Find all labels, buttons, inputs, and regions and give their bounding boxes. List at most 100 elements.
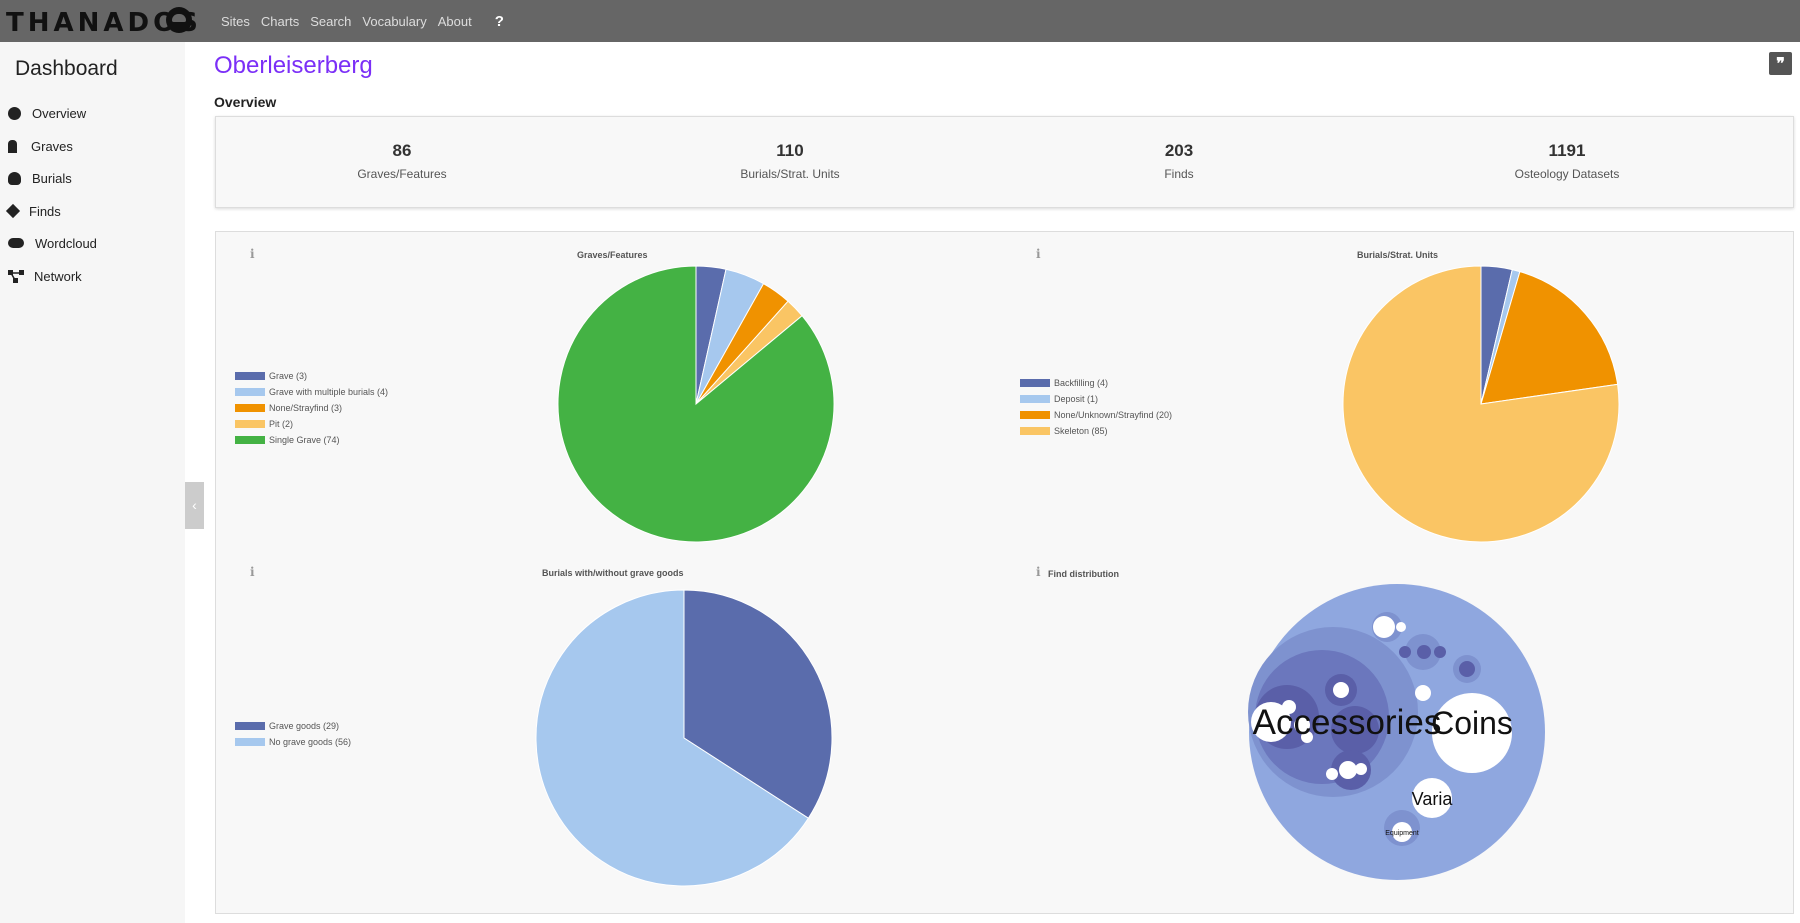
- pie-slice-skeleton[interactable]: [1342, 265, 1620, 543]
- legend-item[interactable]: Grave (3): [235, 368, 388, 384]
- legend-item[interactable]: No grave goods (56): [235, 734, 351, 750]
- pie-slice-no-grave-goods[interactable]: [535, 589, 810, 887]
- stat-label: Osteology Datasets: [1514, 167, 1620, 181]
- stat-burials: 110 Burials/Strat. Units: [650, 141, 930, 181]
- legend-item[interactable]: None/Unknown/Strayfind (20): [1020, 407, 1172, 423]
- sidebar-item-label: Graves: [31, 138, 73, 154]
- bubble-leaf[interactable]: [1417, 645, 1431, 659]
- bubble-leaf[interactable]: [1459, 661, 1475, 677]
- sidebar: Dashboard Overview Graves Burials Finds …: [0, 42, 185, 923]
- grave-icon: [8, 139, 17, 153]
- legend-swatch: [1020, 411, 1050, 419]
- sidebar-item-burials[interactable]: Burials: [8, 168, 72, 188]
- nav-search[interactable]: Search: [310, 13, 352, 29]
- legend-item[interactable]: Grave with multiple burials (4): [235, 384, 388, 400]
- legend-label: None/Strayfind (3): [269, 403, 343, 413]
- legend-label: Grave with multiple burials (4): [269, 387, 389, 397]
- stat-osteology: 1191 Osteology Datasets: [1427, 141, 1707, 181]
- nav-vocabulary[interactable]: Vocabulary: [362, 13, 427, 29]
- chart-legend: Backfilling (4) Deposit (1) None/Unknown/S…: [1020, 375, 1172, 439]
- legend-label: Deposit (1): [1054, 394, 1099, 404]
- nav-charts[interactable]: Charts: [260, 13, 300, 29]
- bubble-leaf[interactable]: [1333, 682, 1349, 698]
- bubble-label-equipment: Equipment: [1385, 830, 1419, 837]
- pie-slice-single-grave[interactable]: [557, 265, 835, 543]
- info-icon[interactable]: i: [250, 565, 255, 579]
- sidebar-collapse-button[interactable]: ‹: [185, 482, 204, 529]
- chart-title: Graves/Features: [577, 250, 648, 260]
- burials-pie-chart: [1342, 265, 1620, 543]
- page-title[interactable]: Oberleiserberg: [214, 52, 373, 79]
- legend-swatch: [235, 436, 265, 444]
- sidebar-item-label: Finds: [29, 203, 61, 219]
- skull-logo-icon: [166, 7, 192, 33]
- stat-value: 86: [392, 141, 412, 160]
- bubble-leaf[interactable]: [1415, 685, 1431, 701]
- bubble-leaf[interactable]: [1326, 768, 1338, 780]
- bubble-leaf[interactable]: [1396, 622, 1406, 632]
- sidebar-item-label: Overview: [32, 105, 87, 121]
- bubble-coins[interactable]: [1432, 693, 1512, 773]
- bubble-label-varia: Varia: [1412, 789, 1454, 809]
- bubble-leaf[interactable]: [1355, 763, 1367, 775]
- bubble-leaf[interactable]: [1373, 616, 1395, 638]
- chart-legend: Grave goods (29) No grave goods (56): [235, 718, 351, 750]
- legend-label: Single Grave (74): [269, 435, 340, 445]
- stat-label: Finds: [1164, 167, 1194, 181]
- section-heading: Overview: [214, 94, 277, 110]
- bubble-leaf[interactable]: [1434, 646, 1446, 658]
- diamond-icon: [5, 203, 21, 219]
- bubble-leaf[interactable]: [1339, 761, 1357, 779]
- legend-swatch: [235, 372, 265, 380]
- graves-pie-chart: [557, 265, 835, 543]
- legend-item[interactable]: Single Grave (74): [235, 432, 388, 448]
- logo[interactable]: THANADOS: [6, 8, 202, 38]
- info-circle-icon: [8, 106, 21, 120]
- pie-slice-none-unknown-strayfind[interactable]: [1480, 270, 1619, 405]
- bubble-leaf[interactable]: [1251, 702, 1291, 742]
- sidebar-item-network[interactable]: Network: [8, 266, 82, 286]
- stat-label: Graves/Features: [357, 167, 447, 181]
- bubble-equipment[interactable]: [1392, 822, 1412, 842]
- grave-goods-pie-chart: [535, 589, 833, 887]
- nav-about[interactable]: About: [437, 13, 472, 29]
- legend-item[interactable]: Pit (2): [235, 416, 388, 432]
- network-icon: [8, 269, 24, 283]
- info-icon[interactable]: i: [1036, 247, 1041, 261]
- legend-swatch: [1020, 379, 1050, 387]
- sidebar-item-overview[interactable]: Overview: [8, 103, 86, 123]
- legend-label: Grave (3): [269, 371, 308, 381]
- quote-icon[interactable]: ❞: [1769, 52, 1792, 75]
- bubble-leaf[interactable]: [1282, 700, 1296, 714]
- bubble-varia[interactable]: [1412, 778, 1452, 818]
- cloud-icon: [8, 238, 24, 248]
- main-nav: Sites Charts Search Vocabulary About ?: [221, 0, 515, 42]
- bubble-sub[interactable]: [1331, 706, 1379, 754]
- sidebar-item-finds[interactable]: Finds: [5, 201, 61, 221]
- bubble-leaf[interactable]: [1399, 646, 1411, 658]
- bubble-label-accessories: Accessories: [1253, 703, 1442, 742]
- bubble-leaf[interactable]: [1294, 717, 1310, 733]
- legend-label: Pit (2): [269, 419, 294, 429]
- legend-item[interactable]: Backfilling (4): [1020, 375, 1172, 391]
- legend-item[interactable]: Deposit (1): [1020, 391, 1172, 407]
- stat-finds: 203 Finds: [1039, 141, 1319, 181]
- help-icon[interactable]: ?: [494, 12, 504, 30]
- chart-legend: Grave (3) Grave with multiple burials (4)…: [235, 368, 388, 448]
- legend-item[interactable]: Skeleton (85): [1020, 423, 1172, 439]
- info-icon[interactable]: i: [1036, 565, 1041, 579]
- stat-graves: 86 Graves/Features: [262, 141, 542, 181]
- sidebar-item-wordcloud[interactable]: Wordcloud: [8, 233, 97, 253]
- sidebar-item-graves[interactable]: Graves: [8, 136, 73, 156]
- legend-item[interactable]: None/Strayfind (3): [235, 400, 388, 416]
- chart-title: Burials/Strat. Units: [1357, 250, 1439, 260]
- info-icon[interactable]: i: [250, 247, 255, 261]
- bubble-leaf[interactable]: [1301, 731, 1313, 743]
- nav-sites[interactable]: Sites: [221, 13, 250, 29]
- legend-item[interactable]: Grave goods (29): [235, 718, 351, 734]
- chevron-left-icon: ‹: [192, 497, 197, 513]
- legend-swatch: [235, 738, 265, 746]
- pie-slice-grave-goods[interactable]: [683, 589, 833, 819]
- stat-value: 1191: [1548, 141, 1586, 160]
- stat-label: Burials/Strat. Units: [740, 167, 840, 181]
